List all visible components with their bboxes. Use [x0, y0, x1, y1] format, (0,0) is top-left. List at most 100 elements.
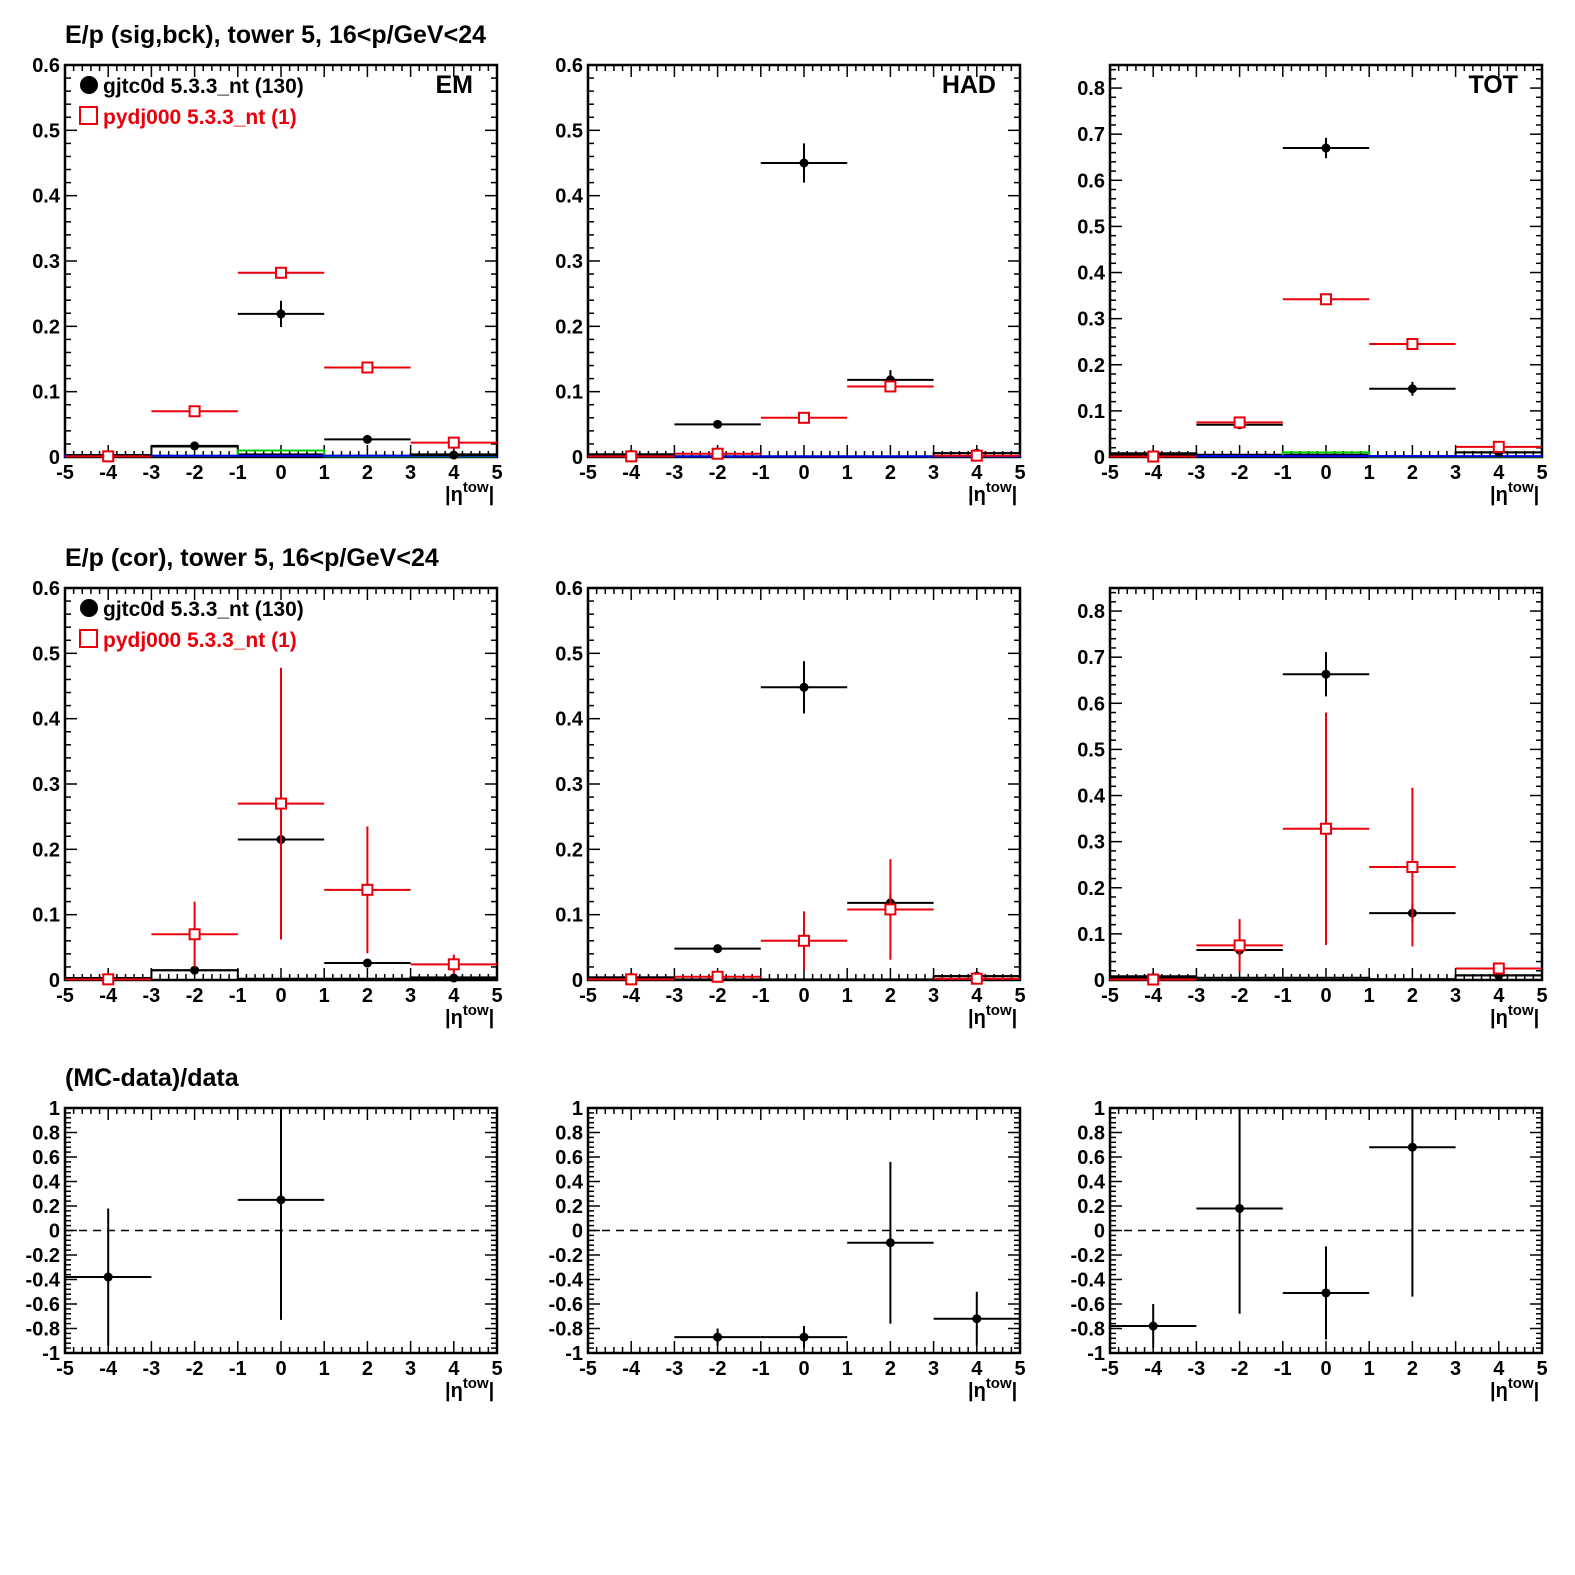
x-tick-label: 0 [1320, 1358, 1331, 1380]
y-tick-label: 0.4 [32, 709, 61, 731]
y-tick-label: 0.2 [32, 839, 60, 861]
x-tick-label: 5 [1014, 985, 1025, 1007]
y-tick-label: -0.2 [1071, 1245, 1105, 1267]
x-tick-label: -1 [752, 462, 770, 484]
corner-label: TOT [1468, 71, 1518, 99]
x-tick-label: -3 [143, 1358, 161, 1380]
y-tick-label: 0 [49, 1221, 60, 1243]
mc-point [102, 450, 115, 463]
x-tick-label: -3 [1188, 1358, 1206, 1380]
x-tick-label: -2 [1231, 1358, 1249, 1380]
data-point [799, 158, 809, 168]
legend-mc-marker [79, 106, 98, 125]
y-tick-label: 0.3 [32, 251, 60, 273]
y-tick-label: 0.8 [1077, 1123, 1105, 1145]
chart-panel-8: -5 -4 -3 -2 -1 0 1 2 3 4 5-1-0.8-0.6-0.4-0.200.20.… [549, 1098, 1026, 1402]
x-tick-label: -3 [1188, 462, 1206, 484]
y-tick-label: 0 [1094, 1221, 1105, 1243]
y-tick-label: 0.6 [32, 55, 60, 77]
x-tick-label: 1 [319, 1358, 330, 1380]
y-tick-label: 0.6 [1077, 693, 1105, 715]
mc-point [447, 958, 460, 971]
mc-point [275, 797, 287, 810]
x-tick-label: 2 [362, 1358, 373, 1380]
y-tick-label: -0.4 [26, 1270, 61, 1292]
y-tick-label: 0.4 [32, 1172, 61, 1194]
x-tick-label: -5 [579, 1358, 597, 1380]
x-tick-label: 3 [928, 985, 939, 1007]
y-tick-label: -0.8 [549, 1319, 583, 1341]
x-tick-label: -5 [579, 985, 597, 1007]
x-tick-label: -1 [229, 1358, 247, 1380]
mc-point [970, 972, 983, 985]
y-tick-label: -1 [565, 1343, 583, 1365]
x-tick-label: -5 [1101, 1358, 1119, 1380]
x-tick-label: 4 [448, 985, 460, 1007]
y-tick-label: 0.2 [555, 316, 583, 338]
mc-point [188, 405, 201, 418]
mc-point [884, 380, 897, 393]
legend-label: pydj000 5.3.3_nt (1) [103, 106, 297, 129]
plot-frame [1108, 63, 1544, 459]
x-tick-label: -2 [186, 985, 204, 1007]
mc-point [1233, 416, 1246, 429]
y-tick-label: 0.8 [32, 1123, 60, 1145]
data-point [1321, 143, 1331, 153]
x-tick-label: 1 [842, 1358, 853, 1380]
data-point [799, 1332, 809, 1342]
chart-panel-5: -5 -4 -3 -2 -1 0 1 2 3 4 5 0 0.1 0.2 0.3 0.4 0.5 0.6 |ηtow… [555, 578, 1025, 1029]
data-point [362, 434, 372, 444]
y-tick-label: 0.4 [1077, 786, 1106, 808]
x-tick-label: 2 [1407, 1358, 1418, 1380]
x-axis-label: |ηtow| [445, 1375, 494, 1402]
x-tick-label: -1 [752, 1358, 770, 1380]
y-tick-label: 0.8 [555, 1123, 583, 1145]
y-tick-label: 0.4 [1077, 1172, 1106, 1194]
y-tick-label: -0.6 [26, 1294, 60, 1316]
mc-point [711, 970, 724, 983]
x-tick-label: -3 [666, 462, 684, 484]
x-tick-label: 2 [1407, 985, 1418, 1007]
x-tick-label: -2 [1231, 985, 1249, 1007]
x-tick-label: 0 [275, 1358, 286, 1380]
x-tick-label: -1 [1274, 462, 1292, 484]
x-tick-label: 3 [1450, 462, 1461, 484]
y-tick-label: -0.2 [26, 1245, 60, 1267]
x-tick-label: 2 [885, 985, 896, 1007]
chart-panel-4: E/p (cor), tower 5, 16<p/GeV<24 -5 -4 -3 -2 -… [32, 544, 502, 1029]
y-tick-label: 0.5 [1077, 739, 1105, 761]
x-tick-label: 4 [971, 462, 983, 484]
x-tick-label: 3 [928, 1358, 939, 1380]
data-point [713, 1332, 723, 1342]
x-tick-label: -2 [709, 985, 727, 1007]
y-tick-label: 0.1 [32, 382, 60, 404]
mc-point [625, 973, 638, 986]
x-tick-label: 0 [275, 985, 286, 1007]
mc-point [884, 903, 897, 916]
x-tick-label: 3 [405, 1358, 416, 1380]
x-tick-label: 4 [1493, 985, 1505, 1007]
x-tick-label: 4 [971, 1358, 983, 1380]
chart-panel-6: -5 -4 -3 -2 -1 0 1 2 3 4 5 0 0.1 0.2 0.3 0.4 0.5 0.6 0.7 0.… [1077, 586, 1548, 1029]
x-tick-label: 1 [1364, 1358, 1375, 1380]
x-tick-label: -3 [143, 985, 161, 1007]
mc-point [1406, 338, 1419, 351]
x-tick-label: -2 [1231, 462, 1249, 484]
data-point [449, 450, 459, 460]
y-tick-label: 0 [49, 970, 60, 992]
y-tick-label: 0 [1094, 447, 1105, 469]
data-point [276, 1195, 286, 1205]
y-tick-label: 0.6 [555, 55, 583, 77]
x-tick-label: -4 [622, 1358, 641, 1380]
x-tick-label: -1 [1274, 1358, 1292, 1380]
mc-point [275, 266, 287, 279]
x-tick-label: 5 [1014, 1358, 1025, 1380]
x-tick-label: 4 [448, 1358, 460, 1380]
data-point [449, 973, 459, 983]
x-tick-label: 5 [1536, 1358, 1547, 1380]
x-tick-label: -5 [56, 1358, 74, 1380]
x-tick-label: 5 [1536, 462, 1547, 484]
y-tick-label: 0.3 [32, 774, 60, 796]
data-point [276, 309, 286, 319]
y-tick-label: 0.6 [32, 1147, 60, 1169]
